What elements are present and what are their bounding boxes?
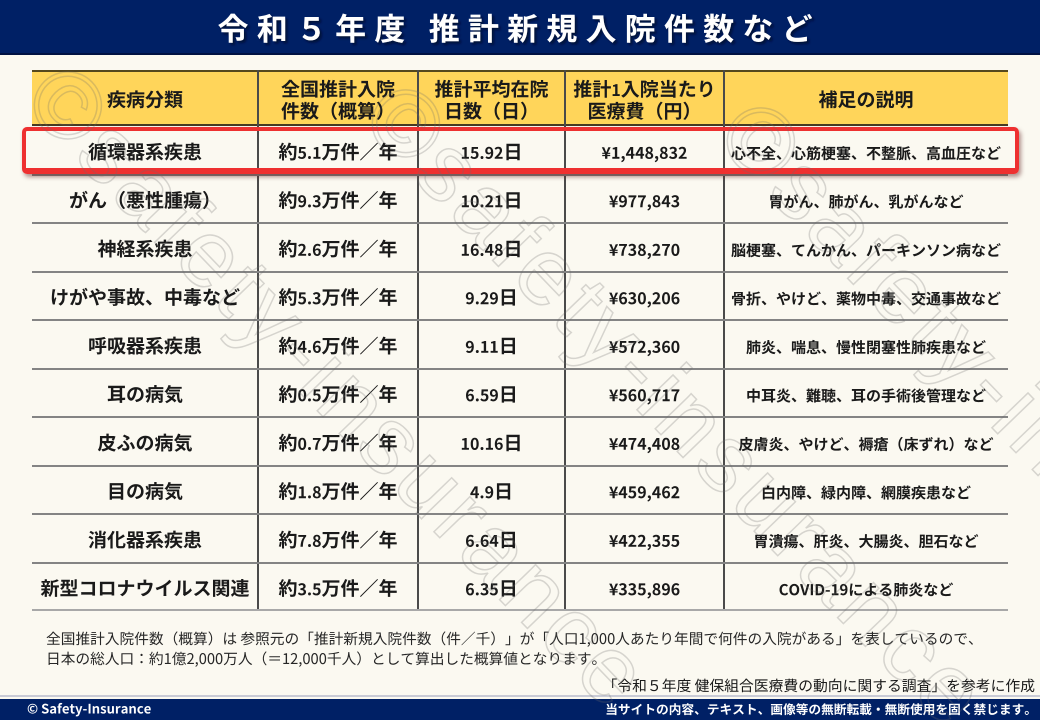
svg-text:©safety-insurance: ©safety-insurance bbox=[343, 62, 1011, 720]
